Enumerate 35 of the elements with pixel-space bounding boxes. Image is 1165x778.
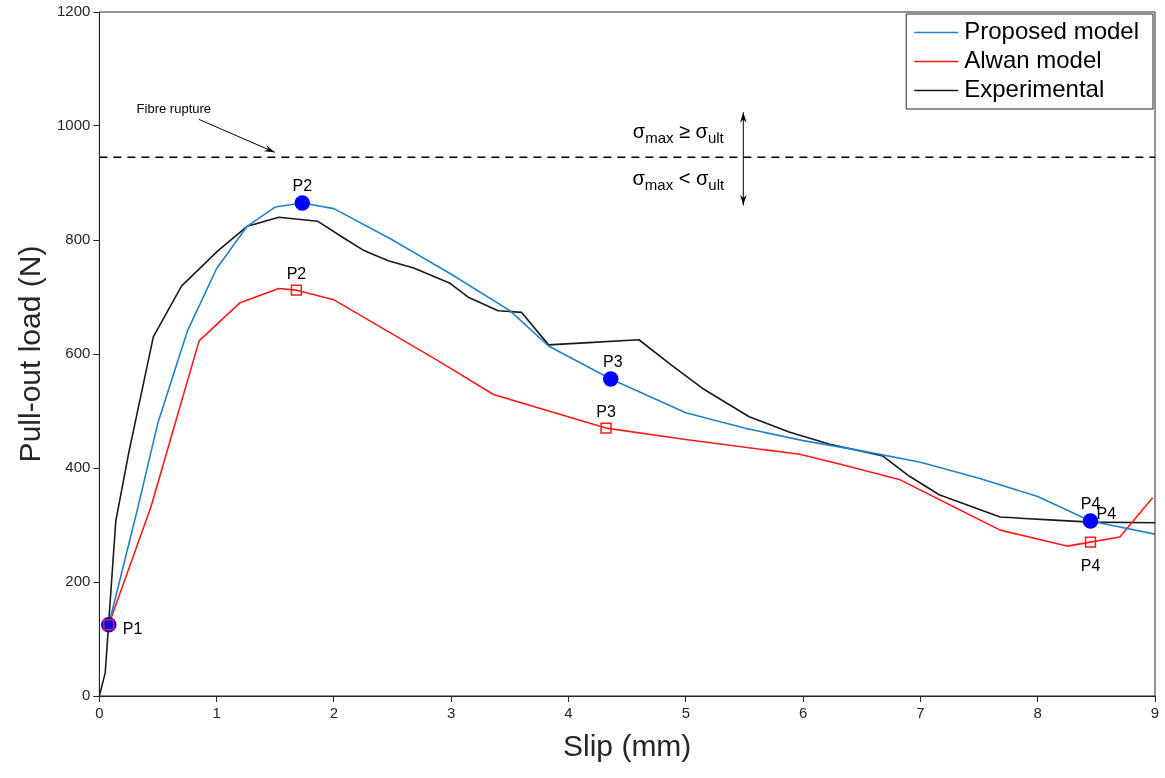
- x-tick-label: 2: [329, 704, 339, 722]
- annotation: P2: [286, 264, 307, 282]
- legend-label: Alwan model: [964, 46, 1102, 74]
- y-tick-label: 400: [65, 458, 91, 476]
- x-tick-label: 4: [564, 704, 573, 722]
- x-tick-label: 9: [1150, 704, 1160, 722]
- point: [290, 284, 303, 296]
- x-tick-label: 7: [916, 704, 925, 722]
- x-tick-label: 6: [798, 704, 808, 722]
- annotation: Fibre rupture: [136, 100, 212, 116]
- point: [600, 422, 612, 434]
- annotation: P3: [596, 402, 616, 420]
- y-tick-label: 200: [65, 572, 91, 590]
- annotation: P3: [602, 353, 623, 371]
- x-tick-label: 3: [447, 704, 456, 722]
- point: [1082, 513, 1099, 529]
- legend-label: Proposed model: [964, 17, 1140, 45]
- annotation: P2: [292, 177, 313, 195]
- x-tick-label: 5: [681, 704, 690, 722]
- annotation: P1: [122, 620, 143, 638]
- y-tick-label: 800: [65, 230, 91, 248]
- y-tick-label: 1000: [56, 116, 91, 134]
- point: [1084, 536, 1097, 548]
- point: [294, 195, 311, 211]
- x-tick-label: 0: [95, 704, 104, 722]
- legend-label: Experimental: [964, 75, 1105, 103]
- point: [603, 371, 619, 387]
- x-tick-label: 8: [1033, 704, 1042, 722]
- x-tick-label: 1: [212, 704, 221, 722]
- annotation: P4: [1080, 556, 1101, 574]
- y-tick-label: 600: [65, 344, 91, 362]
- y-tick-label: 1200: [56, 2, 91, 20]
- y-tick-label: 0: [82, 686, 91, 704]
- x-axis-title: Slip (mm): [563, 729, 692, 763]
- y-axis-title: Pull-out load (N): [13, 245, 47, 463]
